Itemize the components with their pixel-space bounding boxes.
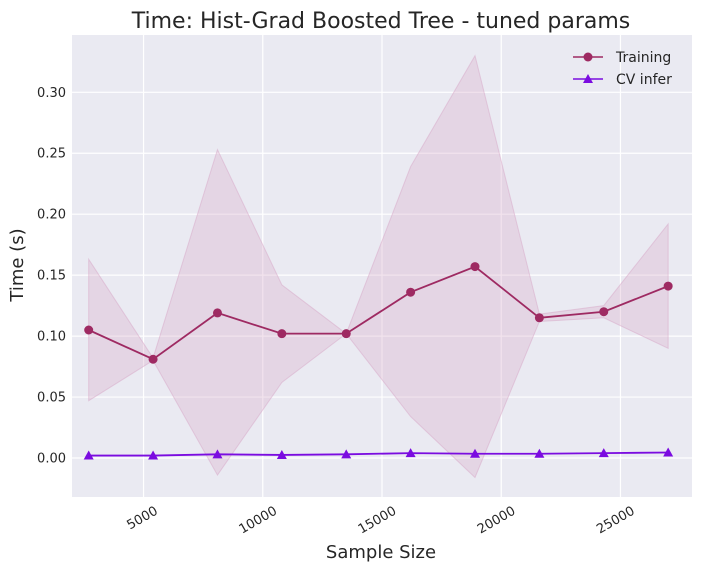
point-cv-infer-7 [534, 448, 545, 458]
legend-cv-infer-label: CV infer [616, 72, 672, 88]
point-cv-infer-3 [276, 449, 287, 459]
y-tick-label-2: 0.10 [37, 330, 66, 345]
point-training-9 [663, 281, 673, 291]
point-cv-infer-0 [83, 450, 94, 460]
legend-training-marker [583, 52, 593, 62]
legend-training-label: Training [615, 50, 671, 66]
band-training [88, 54, 669, 479]
y-axis-title: Time (s) [7, 228, 28, 302]
point-training-4 [341, 329, 351, 339]
y-tick-label-0: 0.00 [37, 451, 66, 466]
y-tick-labels: 0.00 0.05 0.10 0.15 0.20 0.25 0.30 [37, 86, 66, 467]
point-cv-infer-2 [212, 449, 223, 459]
y-tick-label-6: 0.30 [37, 86, 66, 101]
point-training-6 [470, 262, 480, 272]
series-markers [83, 262, 674, 460]
point-cv-infer-8 [598, 448, 609, 458]
point-cv-infer-5 [405, 448, 416, 458]
error-bands [88, 54, 669, 479]
legend: Training CV infer [573, 50, 672, 88]
point-training-2 [212, 308, 222, 318]
series-lines [88, 265, 669, 457]
point-cv-infer-4 [341, 449, 352, 459]
line-cv-infer [88, 451, 669, 457]
point-training-0 [84, 325, 94, 335]
y-tick-label-4: 0.20 [37, 208, 66, 223]
point-training-5 [406, 287, 416, 297]
point-training-1 [148, 354, 158, 364]
y-tick-label-1: 0.05 [37, 391, 66, 406]
x-axis-title: Sample Size [326, 542, 436, 563]
point-training-7 [534, 313, 544, 323]
y-tick-label-5: 0.25 [37, 147, 66, 162]
point-training-3 [277, 329, 287, 339]
point-cv-infer-1 [148, 450, 159, 460]
point-cv-infer-9 [663, 447, 674, 457]
legend-cv-infer-marker [583, 74, 593, 83]
line-training [88, 265, 669, 361]
point-training-8 [599, 307, 609, 317]
grid [72, 35, 692, 497]
chart-title: Time: Hist-Grad Boosted Tree - tuned par… [131, 9, 631, 34]
y-tick-label-3: 0.15 [37, 269, 66, 284]
point-cv-infer-6 [470, 448, 480, 458]
